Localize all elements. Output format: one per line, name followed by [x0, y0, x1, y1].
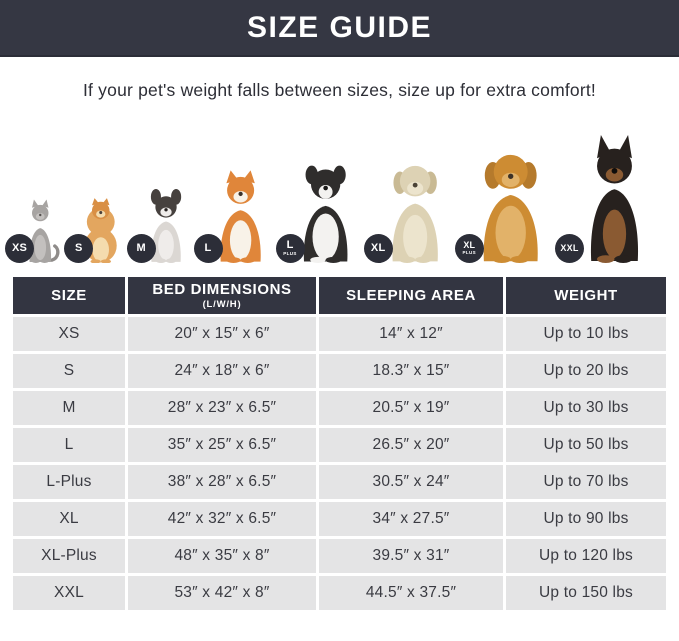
dimensions-subheader: (L/W/H)	[202, 299, 242, 310]
cell-size: XS	[13, 317, 125, 351]
cell-size: S	[13, 354, 125, 388]
cell-sleeping-area: 20.5″ x 19″	[319, 391, 503, 425]
column-header-sleeping-area: SLEEPING AREA	[319, 277, 503, 314]
cell-sleeping-area: 14″ x 12″	[319, 317, 503, 351]
animal-xl: XL	[364, 157, 455, 263]
cell-weight: Up to 30 lbs	[506, 391, 666, 425]
cell-bed-dimensions: 48″ x 35″ x 8″	[128, 539, 316, 573]
cell-size: L	[13, 428, 125, 462]
cell-sleeping-area: 18.3″ x 15″	[319, 354, 503, 388]
animal-m: M	[127, 189, 194, 263]
cell-bed-dimensions: 42″ x 32″ x 6.5″	[128, 502, 316, 536]
subtitle-text: If your pet's weight falls between sizes…	[83, 80, 596, 100]
column-header-bed-dimensions: BED DIMENSIONS (L/W/H)	[128, 277, 316, 314]
border-collie-illustration	[303, 165, 348, 263]
cell-bed-dimensions: 38″ x 28″ x 6.5″	[128, 465, 316, 499]
animal-xxl: XXL	[555, 135, 663, 263]
cat-illustration	[29, 199, 60, 263]
cell-sleeping-area: 26.5″ x 20″	[319, 428, 503, 462]
animal-xl-plus: XL PLUS	[455, 145, 555, 263]
cell-weight: Up to 90 lbs	[506, 502, 666, 536]
cell-weight: Up to 150 lbs	[506, 576, 666, 610]
doberman-illustration	[590, 135, 639, 263]
cell-sleeping-area: 44.5″ x 37.5″	[319, 576, 503, 610]
shiba-inu-illustration	[220, 170, 261, 263]
cell-bed-dimensions: 35″ x 25″ x 6.5″	[128, 428, 316, 462]
cell-sleeping-area: 34″ x 27.5″	[319, 502, 503, 536]
french-bulldog-illustration	[150, 189, 181, 263]
cell-size: M	[13, 391, 125, 425]
size-badge-l: L	[194, 235, 222, 262]
column-header-weight: WEIGHT	[506, 277, 666, 314]
size-badge-xl: XL	[364, 235, 392, 262]
cell-size: XXL	[13, 576, 125, 610]
cell-bed-dimensions: 53″ x 42″ x 8″	[128, 576, 316, 610]
size-badge-l-plus: L PLUS	[276, 235, 304, 262]
size-badge-xl-plus: XL PLUS	[455, 235, 483, 262]
size-badge-xs: XS	[6, 235, 33, 262]
cell-size: L-Plus	[13, 465, 125, 499]
cell-sleeping-area: 39.5″ x 31″	[319, 539, 503, 573]
column-header-size: SIZE	[13, 277, 125, 314]
cell-weight: Up to 120 lbs	[506, 539, 666, 573]
labrador-illustration	[392, 165, 438, 263]
animals-row: XS S M	[0, 111, 679, 263]
cell-size: XL	[13, 502, 125, 536]
cell-size: XL-Plus	[13, 539, 125, 573]
animal-s: S	[65, 195, 127, 263]
animal-l-plus: L PLUS	[276, 161, 364, 263]
cell-weight: Up to 50 lbs	[506, 428, 666, 462]
pomeranian-illustration	[85, 198, 118, 263]
cell-sleeping-area: 30.5″ x 24″	[319, 465, 503, 499]
cell-bed-dimensions: 24″ x 18″ x 6″	[128, 354, 316, 388]
size-guide-header: SIZE GUIDE	[0, 0, 679, 57]
size-badge-m: M	[127, 235, 155, 262]
size-table: SIZE BED DIMENSIONS (L/W/H) SLEEPING ARE…	[13, 277, 666, 610]
animal-l: L	[194, 169, 276, 263]
cell-bed-dimensions: 28″ x 23″ x 6.5″	[128, 391, 316, 425]
golden-retriever-illustration	[483, 154, 538, 263]
animal-xs: XS	[6, 199, 64, 263]
cell-bed-dimensions: 20″ x 15″ x 6″	[128, 317, 316, 351]
cell-weight: Up to 20 lbs	[506, 354, 666, 388]
size-badge-s: S	[65, 235, 93, 262]
size-badge-xxl: XXL	[555, 235, 583, 262]
cell-weight: Up to 10 lbs	[506, 317, 666, 351]
page-title: SIZE GUIDE	[246, 10, 433, 44]
cell-weight: Up to 70 lbs	[506, 465, 666, 499]
